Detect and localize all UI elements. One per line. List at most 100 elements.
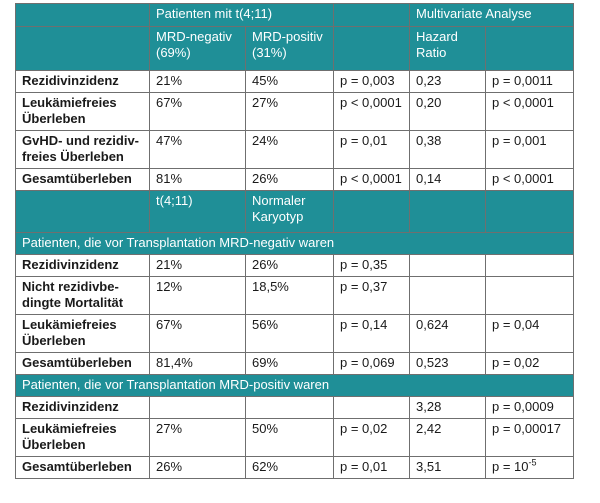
cell-normal-karyotype: 50%	[245, 418, 334, 457]
row-label: Rezidivinzidenz	[15, 254, 150, 277]
cell-mrd-negative: 81%	[149, 168, 246, 191]
row-label: Rezidivinzidenz	[15, 396, 150, 419]
cell-normal-karyotype	[245, 396, 334, 419]
header-empty-cell	[333, 26, 410, 71]
table-row: Rezidivinzidenz 21% 45% p = 0,003 0,23 p…	[15, 70, 574, 93]
header-multivariate-group: Multivariate Analyse	[409, 3, 574, 27]
header-hazard-ratio: Hazard Ratio	[409, 26, 486, 71]
row-label: Nicht rezidivbe-dingte Mortalität	[15, 276, 150, 315]
cell-hazard-p	[485, 254, 574, 277]
cell-p-value: p < 0,0001	[333, 168, 410, 191]
results-table: Patienten mit t(4;11) Multivariate Analy…	[15, 3, 574, 479]
cell-p-value: p = 0,35	[333, 254, 410, 277]
cell-hazard-ratio	[409, 276, 486, 315]
cell-hazard-ratio: 3,28	[409, 396, 486, 419]
cell-hazard-ratio: 0,624	[409, 314, 486, 353]
row-label: Gesamtüberleben	[15, 168, 150, 191]
header-mrd-negative: MRD-negativ (69%)	[149, 26, 246, 71]
cell-mrd-negative: 21%	[149, 70, 246, 93]
cell-hazard-p: p = 0,00017	[485, 418, 574, 457]
cell-hazard-ratio: 2,42	[409, 418, 486, 457]
cell-mrd-positive: 27%	[245, 92, 334, 131]
cell-hazard-p: p = 0,0011	[485, 70, 574, 93]
header-patients-group: Patienten mit t(4;11)	[149, 3, 334, 27]
cell-hazard-ratio: 3,51	[409, 456, 486, 479]
cell-p-value: p = 0,14	[333, 314, 410, 353]
table-row: Leukämiefreies Überleben 67% 27% p < 0,0…	[15, 92, 574, 131]
cell-p-value: p = 0,003	[333, 70, 410, 93]
cell-hazard-ratio: 0,14	[409, 168, 486, 191]
p-value-exponent: -5	[528, 457, 537, 468]
cell-hazard-p: p < 0,0001	[485, 168, 574, 191]
section-row-mrd-negative: Patienten, die vor Transplantation MRD-n…	[15, 232, 574, 255]
cell-mrd-positive: 24%	[245, 130, 334, 169]
row-label: GvHD- und rezidiv-freies Überleben	[15, 130, 150, 169]
cell-t411: 12%	[149, 276, 246, 315]
table-row: Gesamtüberleben 26% 62% p = 0,01 3,51 p …	[15, 456, 574, 479]
row-label: Rezidivinzidenz	[15, 70, 150, 93]
cell-p-value: p = 0,02	[333, 418, 410, 457]
cell-t411	[149, 396, 246, 419]
cell-normal-karyotype: 26%	[245, 254, 334, 277]
table-row: Nicht rezidivbe-dingte Mortalität 12% 18…	[15, 276, 574, 315]
cell-hazard-p: p < 0,0001	[485, 92, 574, 131]
table-row: Leukämiefreies Überleben 27% 50% p = 0,0…	[15, 418, 574, 457]
row-label: Leukämiefreies Überleben	[15, 314, 150, 353]
cell-hazard-p: p = 0,04	[485, 314, 574, 353]
cell-t411: 81,4%	[149, 352, 246, 375]
cell-hazard-ratio: 0,20	[409, 92, 486, 131]
cell-mrd-negative: 67%	[149, 92, 246, 131]
cell-normal-karyotype: 18,5%	[245, 276, 334, 315]
cell-hazard-p: p = 0,001	[485, 130, 574, 169]
header-empty-cell	[15, 26, 150, 71]
header-empty-cell	[15, 3, 150, 27]
cell-t411: 27%	[149, 418, 246, 457]
cell-hazard-ratio: 0,38	[409, 130, 486, 169]
cell-hazard-ratio	[409, 254, 486, 277]
cell-hazard-p: p = 0,02	[485, 352, 574, 375]
cell-normal-karyotype: 56%	[245, 314, 334, 353]
cell-p-value: p = 0,37	[333, 276, 410, 315]
header-empty-cell	[333, 3, 410, 27]
header-empty-cell	[485, 190, 574, 233]
cell-t411: 21%	[149, 254, 246, 277]
table-row: Gesamtüberleben 81,4% 69% p = 0,069 0,52…	[15, 352, 574, 375]
section-row-mrd-positive: Patienten, die vor Transplantation MRD-p…	[15, 374, 574, 397]
row-label: Gesamtüberleben	[15, 352, 150, 375]
header-row-karyotype: t(4;11) Normaler Karyotyp	[15, 190, 574, 233]
header-empty-cell	[15, 190, 150, 233]
header-empty-cell	[333, 190, 410, 233]
section-title-mrd-negative: Patienten, die vor Transplantation MRD-n…	[15, 232, 574, 255]
header-mrd-positive: MRD-positiv (31%)	[245, 26, 334, 71]
cell-p-value: p = 0,01	[333, 456, 410, 479]
cell-p-value: p < 0,0001	[333, 92, 410, 131]
cell-mrd-negative: 47%	[149, 130, 246, 169]
cell-hazard-ratio: 0,23	[409, 70, 486, 93]
cell-mrd-positive: 45%	[245, 70, 334, 93]
header-empty-cell	[409, 190, 486, 233]
row-label: Leukämiefreies Überleben	[15, 418, 150, 457]
table-row: Gesamtüberleben 81% 26% p < 0,0001 0,14 …	[15, 168, 574, 191]
p-value-base: p = 10	[492, 459, 529, 474]
header-row-groups: Patienten mit t(4;11) Multivariate Analy…	[15, 3, 574, 27]
table-row: GvHD- und rezidiv-freies Überleben 47% 2…	[15, 130, 574, 169]
header-normal-karyotype: Normaler Karyotyp	[245, 190, 334, 233]
cell-p-value: p = 0,069	[333, 352, 410, 375]
table-row: Rezidivinzidenz 21% 26% p = 0,35	[15, 254, 574, 277]
row-label: Gesamtüberleben	[15, 456, 150, 479]
cell-p-value	[333, 396, 410, 419]
cell-hazard-p: p = 0,0009	[485, 396, 574, 419]
cell-mrd-positive: 26%	[245, 168, 334, 191]
cell-hazard-ratio: 0,523	[409, 352, 486, 375]
header-empty-cell	[485, 26, 574, 71]
table-row: Rezidivinzidenz 3,28 p = 0,0009	[15, 396, 574, 419]
cell-normal-karyotype: 69%	[245, 352, 334, 375]
cell-normal-karyotype: 62%	[245, 456, 334, 479]
table-row: Leukämiefreies Überleben 67% 56% p = 0,1…	[15, 314, 574, 353]
cell-hazard-p	[485, 276, 574, 315]
cell-t411: 26%	[149, 456, 246, 479]
header-row-columns: MRD-negativ (69%) MRD-positiv (31%) Haza…	[15, 26, 574, 71]
header-t411: t(4;11)	[149, 190, 246, 233]
cell-t411: 67%	[149, 314, 246, 353]
cell-p-value: p = 0,01	[333, 130, 410, 169]
